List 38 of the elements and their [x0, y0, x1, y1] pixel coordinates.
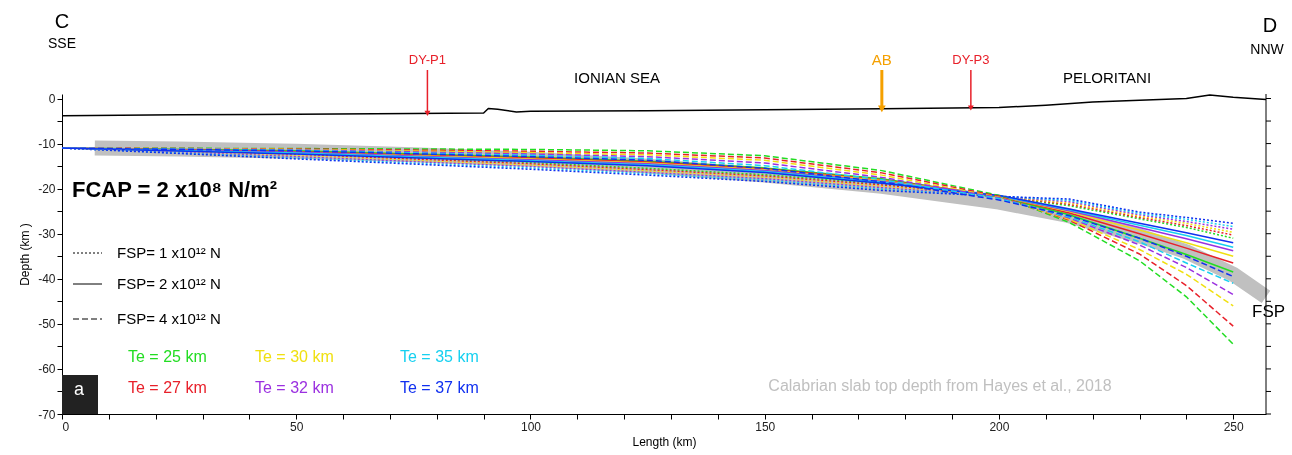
- annotation: FSP= 2 x10¹² N: [117, 275, 221, 292]
- y-tick-label: -40: [38, 272, 56, 287]
- text: D: [1262, 14, 1278, 36]
- text: Calabrian slab top depth from Hayes et al., 2018: [768, 377, 1112, 394]
- annotation: a: [73, 379, 85, 399]
- annotation: DY-P1: [408, 52, 446, 67]
- annotation: AB: [871, 51, 892, 68]
- annotation: Te = 30 km: [255, 348, 334, 365]
- annotation: Te = 27 km: [128, 379, 207, 396]
- annotation: FCAP = 2 x10⁸ N/m²: [72, 177, 278, 202]
- y-tick-label: -10: [38, 137, 56, 152]
- y-axis-title: Depth (km ): [18, 223, 33, 286]
- text: PELORITANI: [1062, 69, 1152, 86]
- y-tick-label: -20: [38, 182, 56, 197]
- x-axis-title: Length (km): [632, 434, 697, 449]
- x-tick-label: 0: [62, 419, 70, 434]
- text: C: [54, 10, 70, 32]
- y-tick-label: -30: [38, 227, 56, 242]
- annotation: Te = 25 km: [128, 348, 207, 365]
- x-tick-label: 50: [290, 419, 304, 434]
- x-tick-label: 150: [755, 419, 776, 434]
- x-tick-label: 250: [1223, 419, 1245, 434]
- y-tick-label: -60: [38, 362, 56, 377]
- annotation: FSP: [1252, 302, 1286, 321]
- annotation: DY-P3: [952, 52, 990, 67]
- annotation: FSP= 1 x10¹² N: [117, 244, 221, 261]
- text: NNW: [1250, 41, 1285, 57]
- x-tick-label: 100: [520, 419, 542, 434]
- annotation: FSP= 4 x10¹² N: [117, 310, 221, 327]
- annotation: Te = 35 km: [400, 348, 479, 365]
- x-tick-label: 200: [989, 419, 1010, 434]
- text: IONIAN SEA: [574, 69, 660, 86]
- annotation: Te = 37 km: [400, 379, 479, 396]
- annotation: Te = 32 km: [255, 379, 334, 396]
- y-tick-label: 0: [48, 92, 56, 107]
- text: SSE: [47, 35, 77, 51]
- y-tick-label: -50: [38, 317, 56, 332]
- y-tick-label: -70: [38, 407, 56, 422]
